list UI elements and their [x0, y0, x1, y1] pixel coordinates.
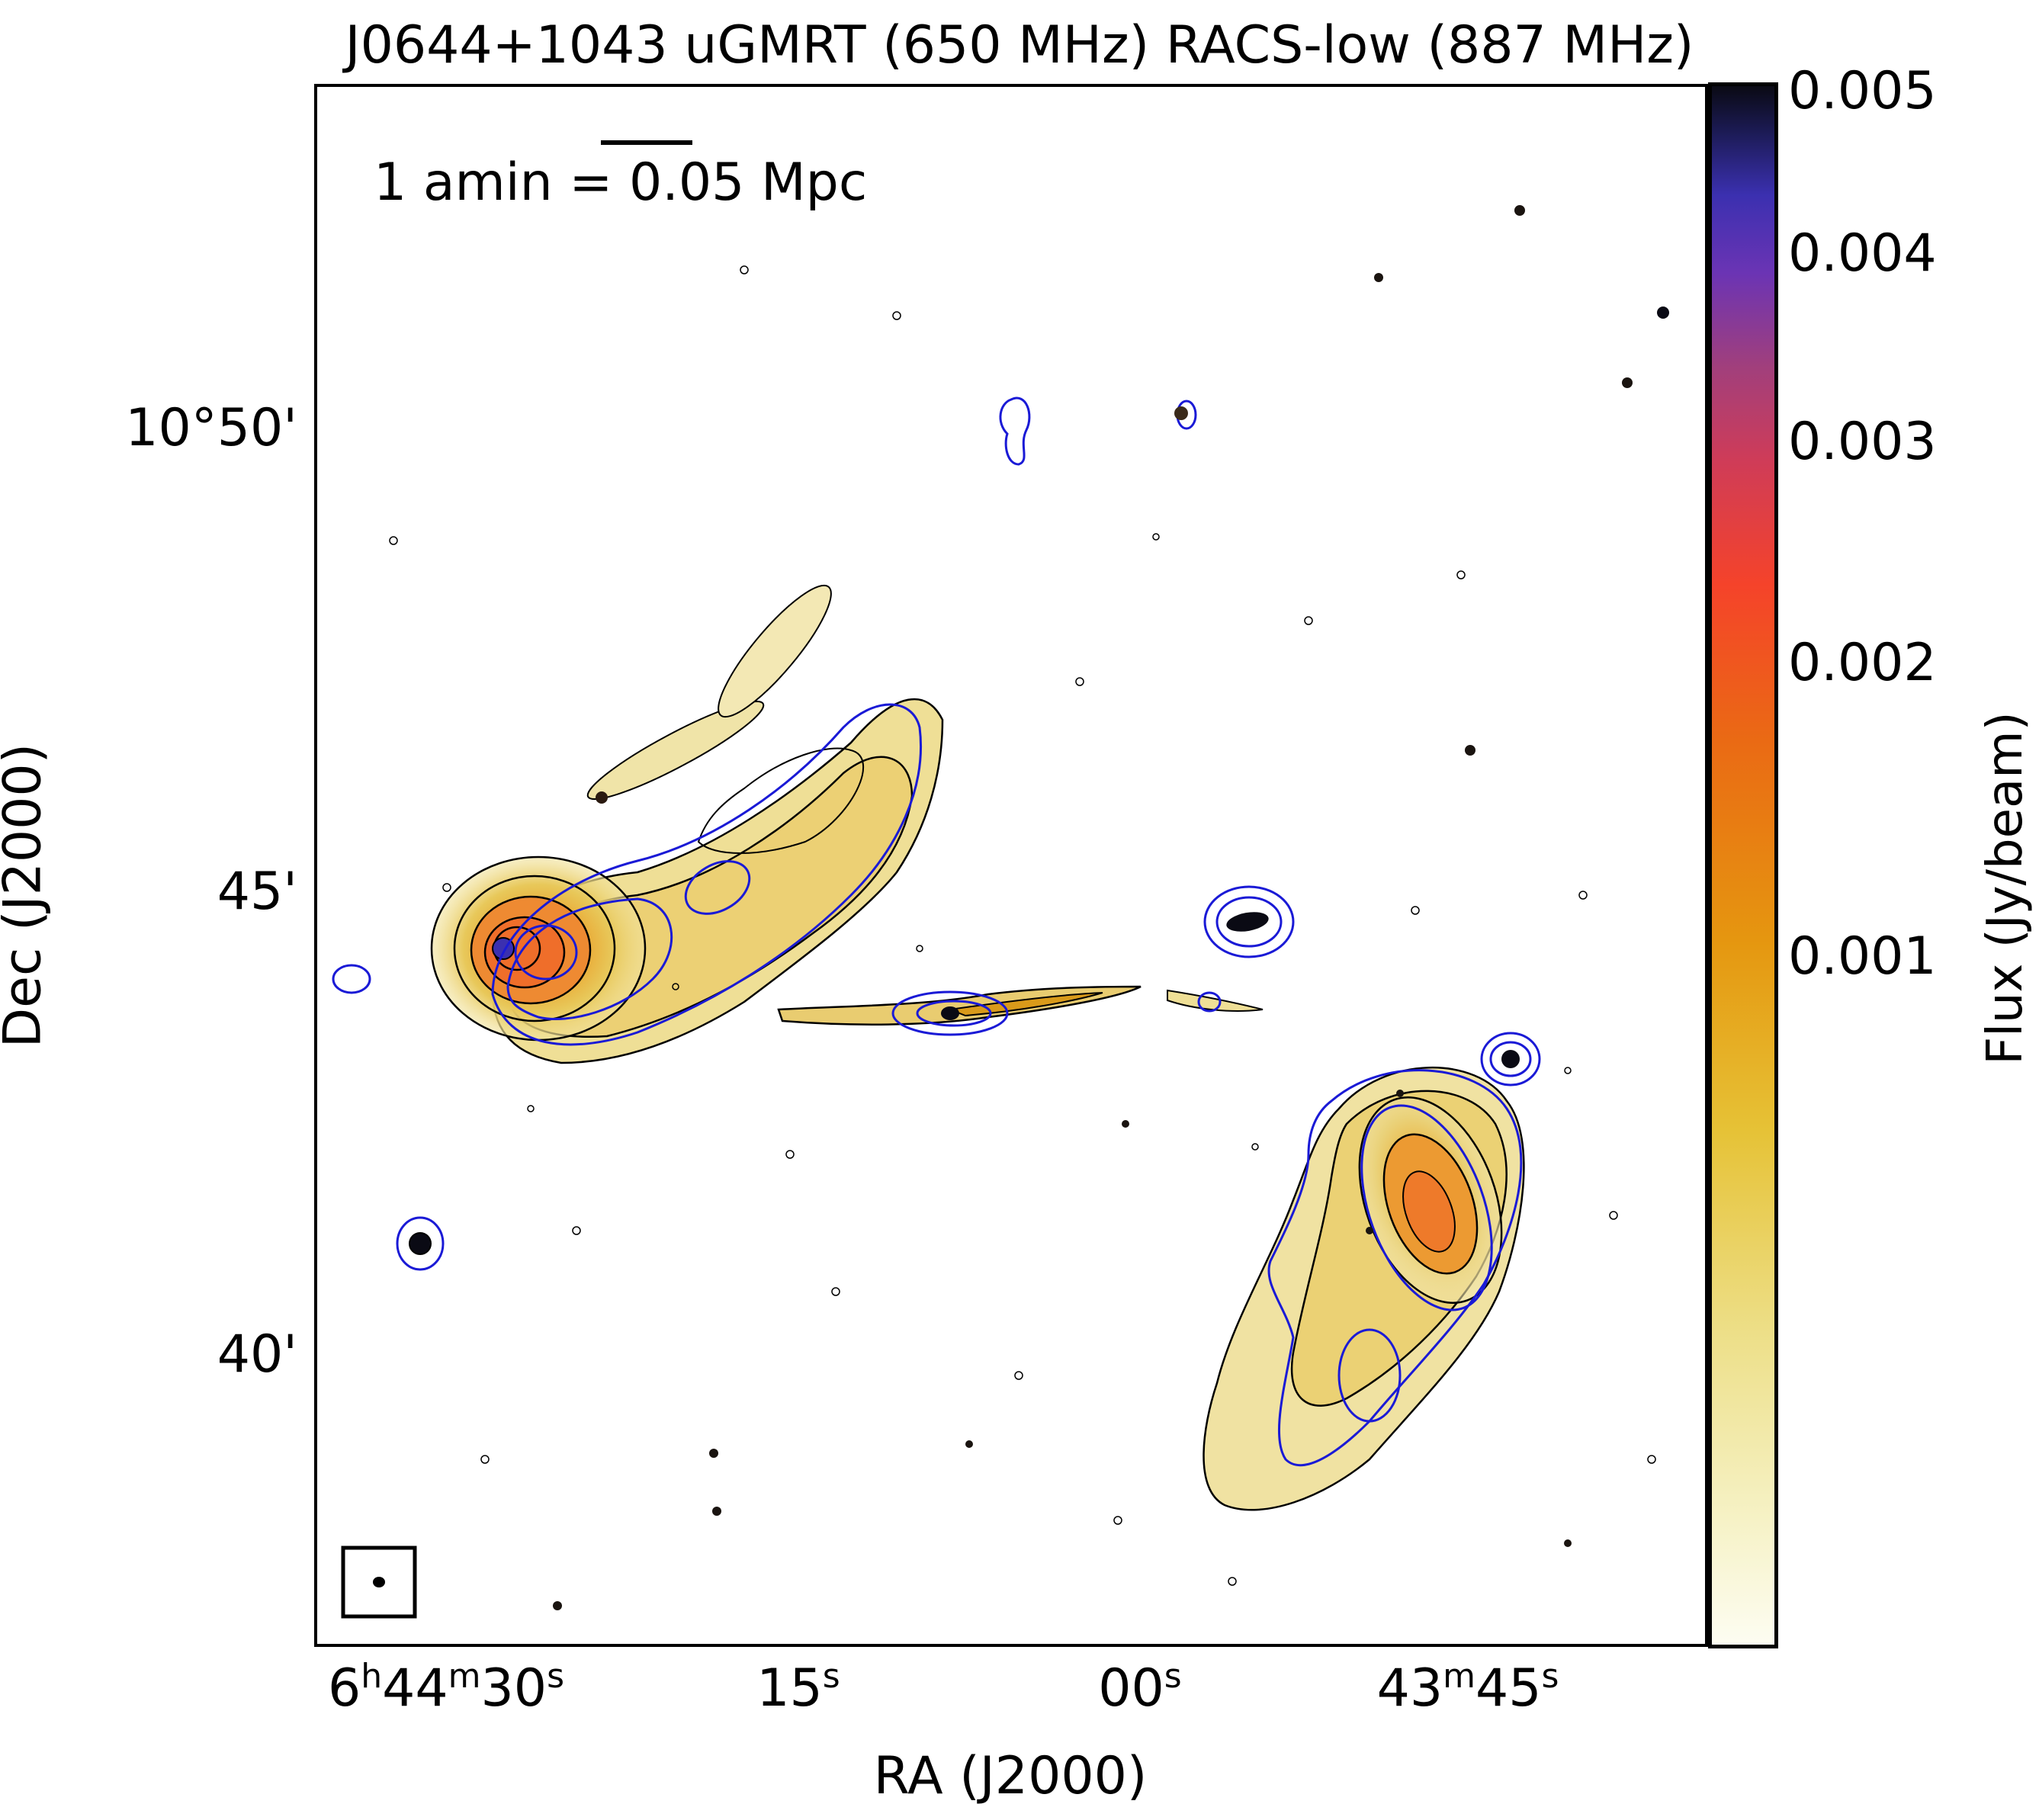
- x-axis-label: RA (J2000): [873, 1746, 1148, 1806]
- beam-indicator: [341, 1546, 417, 1619]
- dec-tick-label: 40': [217, 1324, 297, 1385]
- ra-tick-label: 6h44m30s: [327, 1657, 565, 1719]
- y-axis-label: Dec (J2000): [0, 743, 53, 1048]
- colorbar-tick-label: 0.005: [1788, 61, 1937, 121]
- radio-image-panel: [314, 84, 1708, 1647]
- ra-tick-label: 00s: [1098, 1657, 1182, 1719]
- colorbar-tick-label: 0.004: [1788, 223, 1937, 284]
- scale-bar-label: 1 amin = 0.05 Mpc: [374, 152, 868, 213]
- background-noise: [389, 265, 1656, 1586]
- colorbar: [1708, 82, 1778, 1648]
- dec-tick-label: 45': [217, 862, 297, 922]
- dec-tick-label: 10°50': [125, 398, 297, 458]
- ra-tick-label: 15s: [756, 1657, 840, 1719]
- diffuse-relic-source: [1203, 1066, 1525, 1511]
- colorbar-tick-label: 0.001: [1788, 926, 1937, 987]
- radio-map-svg: [332, 140, 1669, 1619]
- ra-tick-label: 43m45s: [1376, 1657, 1559, 1719]
- head-tail-galaxy: [430, 584, 944, 1064]
- narrow-jet-source: [777, 985, 1264, 1036]
- colorbar-title: Flux (Jy/beam): [1977, 711, 2034, 1065]
- colorbar-tick-label: 0.002: [1788, 633, 1937, 693]
- figure-title: J0644+1043 uGMRT (650 MHz) RACS-low (887…: [345, 15, 1694, 75]
- point-sources: [332, 205, 1669, 1610]
- colorbar-tick-label: 0.003: [1788, 412, 1937, 472]
